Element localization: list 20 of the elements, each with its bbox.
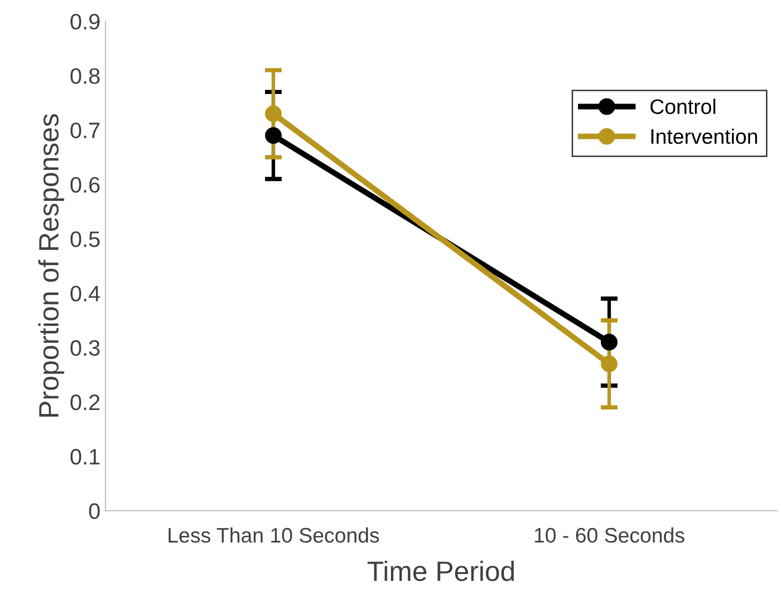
legend-label: Intervention <box>651 128 757 144</box>
y-tick-label: 0.5 <box>70 231 100 248</box>
x-axis-title: Time Period <box>368 560 514 582</box>
point <box>265 105 282 122</box>
point <box>600 356 618 372</box>
y-tick-label: 0.3 <box>70 340 100 356</box>
y-tick-label: 0.9 <box>70 14 100 30</box>
y-tick-label: 0.1 <box>70 448 100 465</box>
y-tick-label: 0.7 <box>70 122 100 138</box>
y-tick-label: 0.2 <box>70 394 100 410</box>
y-tick-label: 0.8 <box>70 68 100 84</box>
point <box>265 127 282 144</box>
x-tick-label: Less Than 10 Seconds <box>168 527 379 543</box>
y-axis-title: Proportion of Responses <box>38 114 64 417</box>
y-tick-label: 0.4 <box>70 286 100 302</box>
legend-label: Control <box>650 98 716 114</box>
x-tick-label: 10 - 60 Seconds <box>534 527 684 543</box>
y-tick-label: 0 <box>89 503 100 519</box>
y-tick-label: 0.6 <box>70 176 100 193</box>
point <box>600 334 618 350</box>
